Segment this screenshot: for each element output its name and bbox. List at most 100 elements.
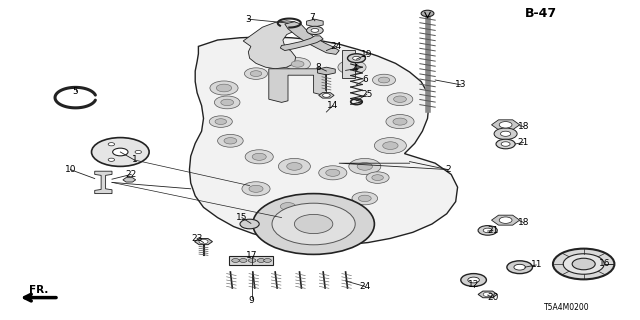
Circle shape <box>468 277 479 283</box>
Circle shape <box>218 134 243 147</box>
Circle shape <box>500 131 511 136</box>
Text: 16: 16 <box>599 260 611 268</box>
Circle shape <box>215 119 227 124</box>
Polygon shape <box>307 19 323 27</box>
Circle shape <box>483 228 492 233</box>
Circle shape <box>319 166 347 180</box>
Text: 11: 11 <box>531 260 542 269</box>
Circle shape <box>280 203 296 210</box>
Circle shape <box>386 115 414 129</box>
Text: 23: 23 <box>191 234 203 243</box>
Circle shape <box>209 116 232 127</box>
Polygon shape <box>189 37 458 245</box>
Bar <box>342 50 355 78</box>
Circle shape <box>240 219 259 229</box>
Text: 19: 19 <box>361 50 372 59</box>
Text: 20: 20 <box>487 293 499 302</box>
Polygon shape <box>319 92 334 98</box>
Circle shape <box>372 175 383 180</box>
Text: 21: 21 <box>487 226 499 235</box>
Circle shape <box>221 99 234 106</box>
Text: 5: 5 <box>73 87 78 96</box>
Circle shape <box>272 203 355 245</box>
Polygon shape <box>95 171 112 194</box>
Circle shape <box>257 259 265 262</box>
Circle shape <box>383 142 398 149</box>
Circle shape <box>113 148 128 156</box>
Circle shape <box>287 163 302 170</box>
Polygon shape <box>123 178 136 182</box>
Text: 18: 18 <box>518 122 529 131</box>
Circle shape <box>499 122 512 128</box>
Circle shape <box>252 153 266 160</box>
Circle shape <box>372 74 396 86</box>
Text: 18: 18 <box>518 218 529 227</box>
Circle shape <box>326 169 340 176</box>
Circle shape <box>421 10 434 17</box>
Circle shape <box>108 143 115 146</box>
Circle shape <box>494 128 517 140</box>
Circle shape <box>312 204 340 218</box>
Text: 14: 14 <box>327 101 339 110</box>
Text: 9: 9 <box>249 296 254 305</box>
Circle shape <box>352 192 378 205</box>
Circle shape <box>374 138 406 154</box>
Circle shape <box>291 61 304 67</box>
Polygon shape <box>285 22 339 54</box>
Circle shape <box>307 26 323 35</box>
Text: 8: 8 <box>316 63 321 72</box>
Circle shape <box>338 60 366 74</box>
Circle shape <box>214 96 240 109</box>
Text: 1: 1 <box>132 156 137 164</box>
Text: 24: 24 <box>330 42 342 51</box>
Circle shape <box>248 259 256 262</box>
Text: 13: 13 <box>455 80 467 89</box>
Circle shape <box>92 138 149 166</box>
Circle shape <box>253 194 374 254</box>
Circle shape <box>357 163 372 170</box>
Circle shape <box>358 195 371 202</box>
Circle shape <box>553 249 614 279</box>
Circle shape <box>461 274 486 286</box>
Circle shape <box>387 93 413 106</box>
Circle shape <box>366 172 389 183</box>
Polygon shape <box>492 215 520 225</box>
Circle shape <box>210 81 238 95</box>
Text: 4: 4 <box>353 64 358 73</box>
Circle shape <box>501 142 510 146</box>
Circle shape <box>311 28 319 32</box>
Text: 7: 7 <box>310 13 315 22</box>
Circle shape <box>514 264 525 270</box>
Text: T5A4M0200: T5A4M0200 <box>544 303 589 312</box>
Circle shape <box>216 84 232 92</box>
Circle shape <box>507 261 532 274</box>
Circle shape <box>499 217 512 223</box>
Circle shape <box>242 182 270 196</box>
Circle shape <box>224 138 237 144</box>
Polygon shape <box>195 238 212 245</box>
Text: 10: 10 <box>65 165 76 174</box>
Circle shape <box>272 198 304 214</box>
Text: 6: 6 <box>362 76 367 84</box>
Circle shape <box>278 158 310 174</box>
Text: FR.: FR. <box>29 284 48 295</box>
Circle shape <box>393 118 407 125</box>
Polygon shape <box>317 67 335 75</box>
Circle shape <box>353 56 360 60</box>
Text: 15: 15 <box>236 213 248 222</box>
Circle shape <box>108 158 115 161</box>
Circle shape <box>378 77 390 83</box>
Text: 3: 3 <box>246 15 251 24</box>
Polygon shape <box>478 291 497 298</box>
Circle shape <box>394 96 406 102</box>
Circle shape <box>563 254 604 274</box>
Text: 22: 22 <box>125 170 137 179</box>
Text: 12: 12 <box>468 280 479 289</box>
Circle shape <box>244 68 268 79</box>
Circle shape <box>496 139 515 149</box>
Circle shape <box>250 71 262 76</box>
Polygon shape <box>243 21 300 69</box>
Bar <box>229 256 273 265</box>
Circle shape <box>349 158 381 174</box>
Circle shape <box>348 54 365 63</box>
